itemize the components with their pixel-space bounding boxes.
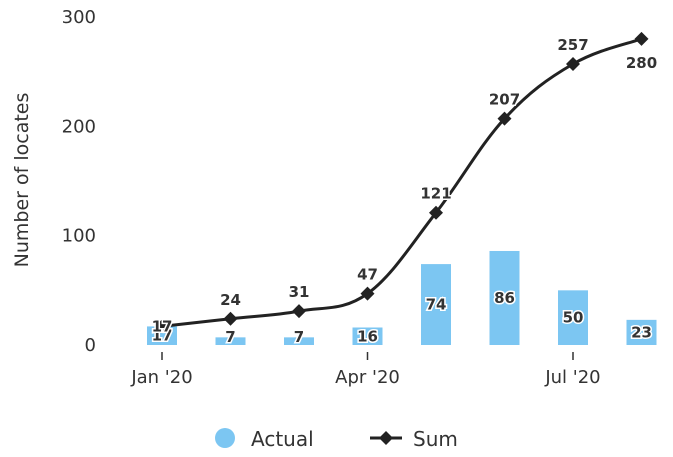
- x-tick-label: Jan '20: [130, 367, 192, 388]
- legend-actual-label: Actual: [251, 427, 314, 451]
- bar-actual: [626, 319, 657, 345]
- bar-actual: [352, 327, 383, 345]
- bar-actual: [147, 326, 177, 345]
- x-tick-label: Apr '20: [335, 367, 400, 388]
- legend-item-sum[interactable]: Sum: [370, 427, 458, 451]
- bar-value-label: 7: [225, 328, 235, 346]
- bar-actual: [215, 337, 246, 345]
- bar-value-label: 74: [426, 296, 447, 314]
- bar-actual: [489, 250, 520, 345]
- sum-value-label: 207: [489, 91, 520, 109]
- legend: Actual Sum: [215, 427, 458, 451]
- sum-line: [161, 37, 643, 328]
- bar-actual: [421, 264, 451, 345]
- x-axis-ticks: Jan '20 Apr '20 Jul '20: [130, 352, 601, 388]
- bar-value-label: 23: [631, 323, 652, 341]
- bar-value-label: 7: [294, 328, 304, 346]
- sum-value-label: 257: [557, 36, 588, 54]
- sum-point: [566, 57, 580, 72]
- legend-item-actual[interactable]: Actual: [215, 427, 314, 451]
- sum-value-label: 121: [420, 185, 451, 203]
- legend-actual-swatch: [215, 428, 235, 448]
- bar-value-label: 17: [152, 327, 173, 345]
- sum-point: [429, 205, 443, 220]
- y-axis-ticks: 0 100 200 300: [62, 7, 96, 356]
- bar-value-label: 16: [357, 327, 378, 345]
- y-tick-label: 200: [62, 116, 96, 137]
- x-tick-label: Jul '20: [544, 367, 600, 388]
- bar-value-label: 50: [563, 309, 584, 327]
- bar-value-label: 86: [494, 289, 515, 307]
- sum-point: [360, 286, 375, 301]
- sum-value-label: 280: [626, 54, 657, 72]
- sum-value-label: 47: [357, 266, 378, 284]
- sum-points: [155, 31, 649, 334]
- legend-sum-label: Sum: [413, 427, 458, 451]
- sum-point: [223, 311, 238, 326]
- bar-labels: 17 7 7 16 74 86 50 23: [150, 287, 653, 347]
- sum-point: [292, 304, 306, 319]
- sum-point: [634, 31, 649, 46]
- bar-actual: [284, 337, 314, 345]
- y-tick-label: 100: [62, 226, 96, 247]
- sum-value-label: 31: [289, 283, 310, 301]
- sum-value-label: 17: [152, 317, 173, 335]
- y-tick-label: 0: [85, 335, 96, 356]
- y-tick-label: 300: [62, 7, 96, 28]
- sum-point: [497, 111, 512, 126]
- legend-sum-marker: [379, 431, 393, 445]
- bar-actual: [558, 290, 588, 345]
- sum-labels: 17 24 31 47 121 207 257 280: [150, 35, 659, 337]
- actual-bars: [147, 250, 657, 345]
- sum-value-label: 24: [220, 291, 241, 309]
- sum-point: [155, 319, 169, 334]
- y-axis-title: Number of locates: [11, 93, 33, 268]
